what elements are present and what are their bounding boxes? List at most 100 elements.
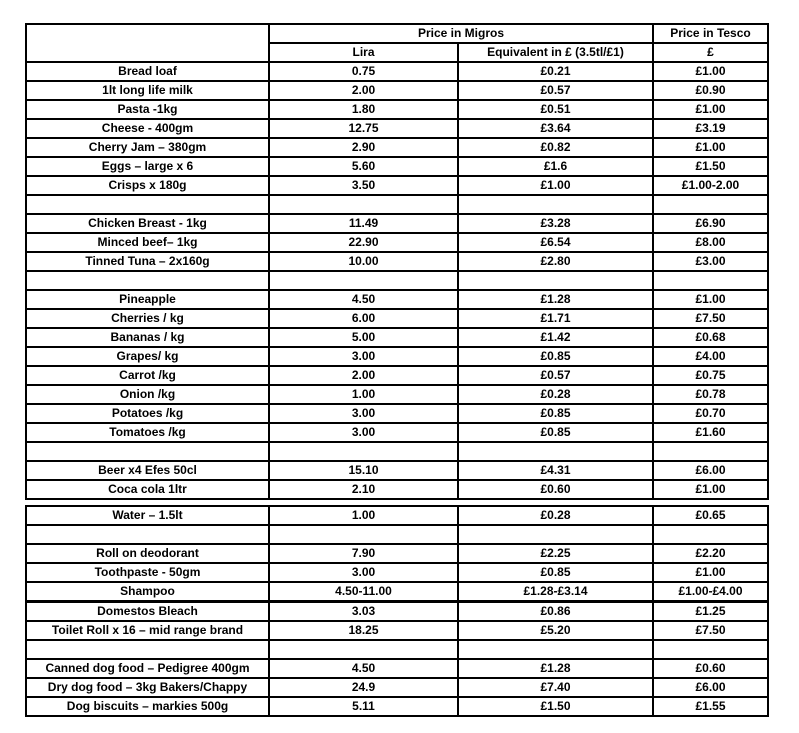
equivalent-cell: £1.42 [457, 327, 654, 348]
tesco-cell: £0.65 [652, 505, 769, 526]
lira-cell: 22.90 [268, 232, 459, 253]
equivalent-cell: £0.51 [457, 99, 654, 120]
item-cell: Cherries / kg [25, 308, 270, 329]
item-cell: Cheese - 400gm [25, 118, 270, 139]
lira-cell: 0.75 [268, 61, 459, 82]
item-cell: Cherry Jam – 380gm [25, 137, 270, 158]
table-row: Bread loaf 0.75 £0.21 £1.00 [25, 61, 769, 82]
item-cell: Onion /kg [25, 384, 270, 405]
price-table-section-cleaning-petfood: Domestos Bleach 3.03 £0.86 £1.25 Toilet Roll… [25, 602, 769, 717]
equivalent-cell: £0.85 [457, 403, 654, 424]
table-row: Dog biscuits – markies 500g 5.11 £1.50 £1.5… [25, 696, 769, 717]
equivalent-cell [457, 270, 654, 291]
header-row-groups: Price in Migros Price in Tesco [25, 23, 769, 63]
table-row: Dry dog food – 3kg Bakers/Chappy 24.9 £7.4… [25, 677, 769, 698]
tesco-cell [652, 524, 769, 545]
tesco-cell: £1.00 [652, 137, 769, 158]
table-body-petfood: Domestos Bleach 3.03 £0.86 £1.25 Toilet Roll… [25, 602, 769, 717]
item-cell: Beer x4 Efes 50cl [25, 460, 270, 481]
lira-cell: 2.00 [268, 80, 459, 101]
lira-cell: 3.00 [268, 562, 459, 583]
item-cell: Chicken Breast - 1kg [25, 213, 270, 234]
equivalent-cell: £0.28 [457, 384, 654, 405]
item-cell: Domestos Bleach [25, 602, 270, 622]
table-row: Canned dog food – Pedigree 400gm 4.50 £1.2… [25, 658, 769, 679]
lira-cell [268, 441, 459, 462]
item-cell: Water – 1.5lt [25, 505, 270, 526]
tesco-cell: £1.60 [652, 422, 769, 443]
lira-cell: 24.9 [268, 677, 459, 698]
table-row [25, 194, 769, 215]
lira-cell: 6.00 [268, 308, 459, 329]
item-cell: Roll on deodorant [25, 543, 270, 564]
item-cell: Pineapple [25, 289, 270, 310]
equivalent-cell: £3.28 [457, 213, 654, 234]
lira-cell: 5.60 [268, 156, 459, 177]
lira-column-header: Lira [268, 42, 459, 63]
equivalent-cell: £0.82 [457, 137, 654, 158]
item-cell: Pasta -1kg [25, 99, 270, 120]
equivalent-cell: £0.21 [457, 61, 654, 82]
table-row: Crisps x 180g 3.50 £1.00 £1.00-2.00 [25, 175, 769, 196]
lira-cell: 4.50 [268, 289, 459, 310]
item-cell: Toothpaste - 50gm [25, 562, 270, 583]
table-row: Cheese - 400gm 12.75 £3.64 £3.19 [25, 118, 769, 139]
price-table-section-water-toiletries: Water – 1.5lt 1.00 £0.28 £0.65 Roll on deodo… [25, 505, 769, 602]
table-row [25, 441, 769, 462]
lira-cell [268, 194, 459, 215]
equivalent-cell: £1.28 [457, 289, 654, 310]
lira-cell: 3.03 [268, 602, 459, 622]
lira-cell: 3.50 [268, 175, 459, 196]
table-row: Pasta -1kg 1.80 £0.51 £1.00 [25, 99, 769, 120]
item-cell: Bananas / kg [25, 327, 270, 348]
item-cell [25, 194, 270, 215]
lira-cell: 2.00 [268, 365, 459, 386]
item-cell: Toilet Roll x 16 – mid range brand [25, 620, 270, 641]
header-row-columns: Lira Equivalent in £ (3.5tl/£1) £ [26, 42, 769, 63]
item-cell [25, 441, 270, 462]
tesco-cell: £0.78 [652, 384, 769, 405]
lira-cell: 15.10 [268, 460, 459, 481]
tesco-cell: £6.00 [652, 677, 769, 698]
equivalent-cell: £0.85 [457, 562, 654, 583]
tesco-cell: £8.00 [652, 232, 769, 253]
equivalent-column-header: Equivalent in £ (3.5tl/£1) [457, 42, 654, 63]
tesco-cell: £0.90 [652, 80, 769, 101]
item-cell: Canned dog food – Pedigree 400gm [25, 658, 270, 679]
item-cell: Dry dog food – 3kg Bakers/Chappy [25, 677, 270, 698]
tesco-pound-column-header: £ [652, 42, 769, 63]
table-row: Tomatoes /kg 3.00 £0.85 £1.60 [25, 422, 769, 443]
table-row: Shampoo 4.50-11.00 £1.28-£3.14 £1.00-£4.00 [25, 581, 769, 602]
equivalent-cell: £2.25 [457, 543, 654, 564]
tesco-cell: £7.50 [652, 620, 769, 641]
table-row [25, 270, 769, 291]
table-row: Cherries / kg 6.00 £1.71 £7.50 [25, 308, 769, 329]
lira-cell: 3.00 [268, 403, 459, 424]
tesco-cell: £1.25 [652, 602, 769, 622]
equivalent-cell: £1.28 [457, 658, 654, 679]
tesco-cell: £1.55 [652, 696, 769, 717]
table-row: Roll on deodorant 7.90 £2.25 £2.20 [25, 543, 769, 564]
item-cell [25, 639, 270, 660]
item-cell: Potatoes /kg [25, 403, 270, 424]
equivalent-cell: £3.64 [457, 118, 654, 139]
tesco-group-header: Price in Tesco [652, 23, 769, 44]
table-row: Grapes/ kg 3.00 £0.85 £4.00 [25, 346, 769, 367]
item-column-header [25, 23, 270, 63]
table-body-groceries: Bread loaf 0.75 £0.21 £1.00 1lt long life mi… [25, 61, 769, 500]
price-table-section-main: Price in Migros Price in Tesco Lira Equi… [25, 23, 769, 500]
table-row: Cherry Jam – 380gm 2.90 £0.82 £1.00 [25, 137, 769, 158]
item-cell [25, 524, 270, 545]
tesco-cell: £0.70 [652, 403, 769, 424]
tesco-cell [652, 194, 769, 215]
item-cell: Carrot /kg [25, 365, 270, 386]
table-row: Coca cola 1ltr 2.10 £0.60 £1.00 [25, 479, 769, 500]
tesco-cell: £1.50 [652, 156, 769, 177]
tesco-cell: £7.50 [652, 308, 769, 329]
table-row: Carrot /kg 2.00 £0.57 £0.75 [25, 365, 769, 386]
equivalent-cell: £1.28-£3.14 [457, 581, 654, 602]
lira-cell: 7.90 [268, 543, 459, 564]
table-row: Minced beef– 1kg 22.90 £6.54 £8.00 [25, 232, 769, 253]
lira-cell: 2.10 [268, 479, 459, 500]
lira-cell: 3.00 [268, 422, 459, 443]
